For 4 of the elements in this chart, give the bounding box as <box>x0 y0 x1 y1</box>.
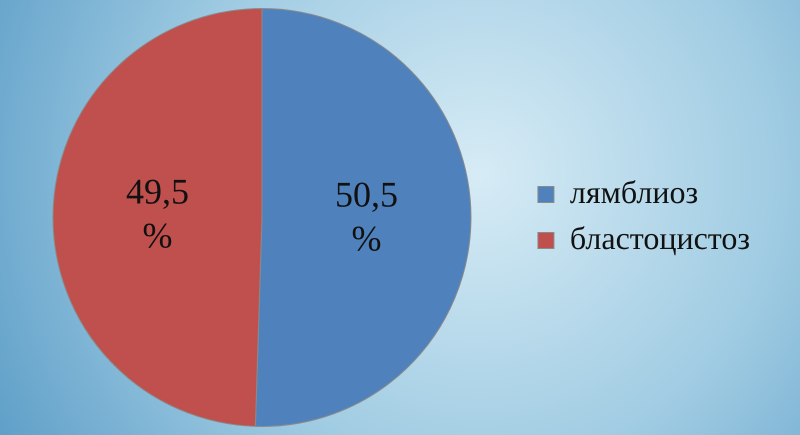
legend-label: лямблиоз <box>570 174 698 210</box>
data-label: 49,5 % <box>126 171 189 256</box>
data-label: 50,5 % <box>334 174 398 259</box>
legend-label: бластоцистоз <box>570 220 750 256</box>
